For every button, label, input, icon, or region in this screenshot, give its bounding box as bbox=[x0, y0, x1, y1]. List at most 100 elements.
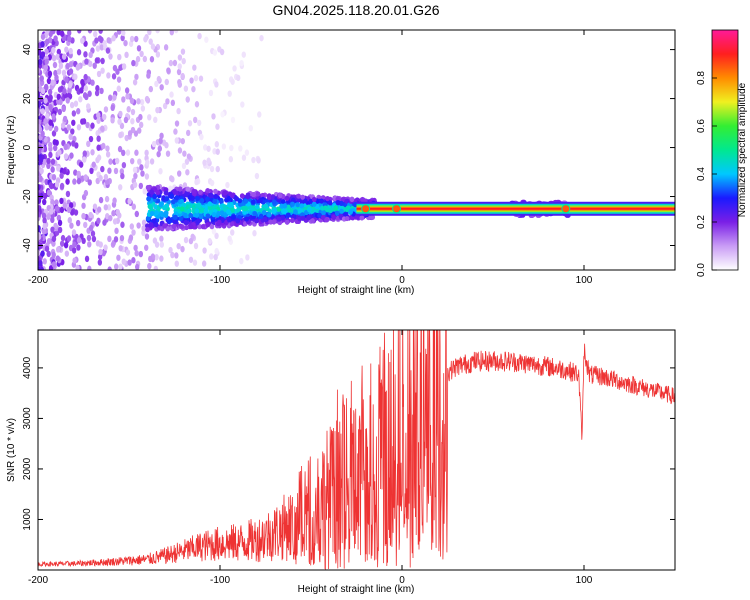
spectrogram-cell bbox=[177, 190, 183, 196]
spectrogram-cell bbox=[38, 67, 41, 74]
spectrogram-cell bbox=[99, 36, 104, 44]
spectrogram-cell bbox=[135, 263, 140, 270]
spectrogram-cell bbox=[187, 120, 193, 127]
spectrogram-cell bbox=[62, 202, 67, 209]
spectrogram-cell bbox=[120, 172, 125, 180]
spectrogram-cell bbox=[59, 30, 65, 37]
spectrogram-cell bbox=[63, 143, 68, 151]
spectrogram-cell bbox=[40, 51, 46, 58]
spectrogram-cell bbox=[136, 98, 141, 105]
spectrogram-cell bbox=[251, 192, 256, 198]
spectrogram-cell bbox=[290, 197, 296, 203]
spectrogram-cell bbox=[120, 34, 125, 42]
spectrogram-cell bbox=[130, 108, 136, 116]
spectrogram-cell bbox=[222, 204, 228, 210]
spectrogram-cell bbox=[51, 240, 56, 247]
spectrogram-cell bbox=[280, 215, 286, 221]
spectrogram-cell bbox=[71, 229, 77, 236]
spectrogram-cell bbox=[71, 119, 76, 126]
spectrogram-cell bbox=[51, 46, 56, 54]
spectrogram-cell bbox=[133, 172, 138, 180]
spectrogram-cell bbox=[263, 203, 269, 209]
spectrogram-cell bbox=[145, 184, 151, 191]
spectrogram-cell bbox=[148, 85, 154, 93]
spectrogram-cell bbox=[177, 63, 182, 70]
spectrogram-cell bbox=[327, 200, 333, 206]
spectrogram-cell bbox=[76, 49, 82, 56]
spectrogram-cell bbox=[79, 87, 84, 94]
spectrogram-cell bbox=[59, 182, 65, 190]
spectrogram-cell bbox=[90, 149, 95, 156]
spectrogram-cell bbox=[166, 67, 171, 74]
spectrogram-cell bbox=[130, 118, 135, 125]
spectrogram-cell bbox=[185, 169, 190, 176]
spectrogram-cell bbox=[159, 255, 164, 262]
spectrogram-cell bbox=[311, 196, 317, 203]
spectrogram-cell bbox=[46, 189, 52, 196]
spectrogram-cell bbox=[192, 259, 198, 266]
y-tick-label: 0 bbox=[22, 144, 33, 150]
spectrogram-cell bbox=[72, 178, 77, 185]
spectrogram-cell bbox=[76, 124, 82, 131]
snr-series-line bbox=[38, 330, 675, 570]
spectrogram-cell bbox=[136, 45, 142, 52]
spectrogram-cell bbox=[300, 194, 306, 200]
spectrogram-cell bbox=[228, 201, 234, 208]
x-tick-label: 100 bbox=[576, 275, 593, 286]
spectrogram-cell bbox=[75, 108, 81, 115]
spectrogram-cell bbox=[179, 206, 185, 212]
spectrogram-cell bbox=[195, 218, 201, 224]
spectrogram-cell bbox=[229, 144, 234, 152]
spectrogram-cell bbox=[204, 36, 209, 43]
spectrogram-cell bbox=[46, 250, 51, 258]
spectrogram-y-label: Frequency (Hz) bbox=[6, 116, 17, 185]
spectrogram-cell bbox=[165, 150, 171, 157]
spectrogram-cell bbox=[40, 250, 45, 257]
spectrogram-cell bbox=[215, 165, 220, 173]
spectrogram-cell bbox=[143, 36, 148, 43]
spectrogram-cell bbox=[38, 175, 43, 182]
spectrogram-cell bbox=[123, 39, 128, 47]
spectrogram-cell bbox=[118, 245, 123, 252]
spectrogram-cell bbox=[61, 105, 66, 113]
spectrogram-cell bbox=[335, 200, 341, 206]
spectrogram-cell bbox=[43, 97, 48, 104]
spectrogram-cell bbox=[277, 192, 283, 199]
spectrogram-cell bbox=[56, 48, 62, 56]
spectrogram-cell bbox=[133, 130, 139, 137]
spectrogram-cell bbox=[91, 161, 96, 168]
spectrogram-cell bbox=[186, 153, 192, 160]
spectrogram-cell bbox=[183, 236, 189, 244]
spectrogram-cell bbox=[296, 193, 302, 199]
spectrogram-cell bbox=[53, 35, 58, 42]
spectrogram-cell bbox=[39, 167, 44, 175]
spectrogram-cell bbox=[128, 234, 134, 241]
spectrogram-cell bbox=[121, 30, 126, 37]
spectrogram-cell bbox=[121, 149, 126, 157]
spectrogram-cell bbox=[47, 96, 53, 103]
spectrogram-cell bbox=[63, 153, 69, 160]
spectrogram-cell bbox=[124, 87, 130, 94]
spectrogram-x-label: Height of straight line (km) bbox=[298, 285, 415, 296]
spectrogram-cell bbox=[194, 101, 200, 108]
spectrogram-cell bbox=[169, 30, 174, 36]
spectrogram-cell bbox=[56, 93, 61, 101]
spectrogram-cell bbox=[52, 139, 57, 146]
spectrogram-cell bbox=[293, 209, 298, 215]
spectrogram-cell bbox=[220, 111, 225, 118]
spectrogram-cell bbox=[82, 150, 87, 157]
spectrogram-cell bbox=[168, 59, 174, 67]
spectrogram-cell bbox=[118, 64, 123, 71]
spectrogram-cell bbox=[199, 198, 205, 204]
spectrogram-cell bbox=[123, 116, 129, 124]
spectrogram-cell bbox=[42, 198, 47, 206]
spectrogram-cell bbox=[121, 161, 127, 169]
spectrogram-cell bbox=[230, 229, 235, 236]
spectrogram-cell bbox=[83, 174, 88, 181]
spectrogram-cell bbox=[142, 188, 147, 195]
spectrogram-cell bbox=[73, 73, 78, 81]
spectrogram-cell bbox=[93, 30, 98, 38]
spectrogram-cell bbox=[50, 226, 55, 233]
spectrogram-cell bbox=[184, 158, 190, 165]
spectrogram-cell bbox=[271, 219, 277, 225]
